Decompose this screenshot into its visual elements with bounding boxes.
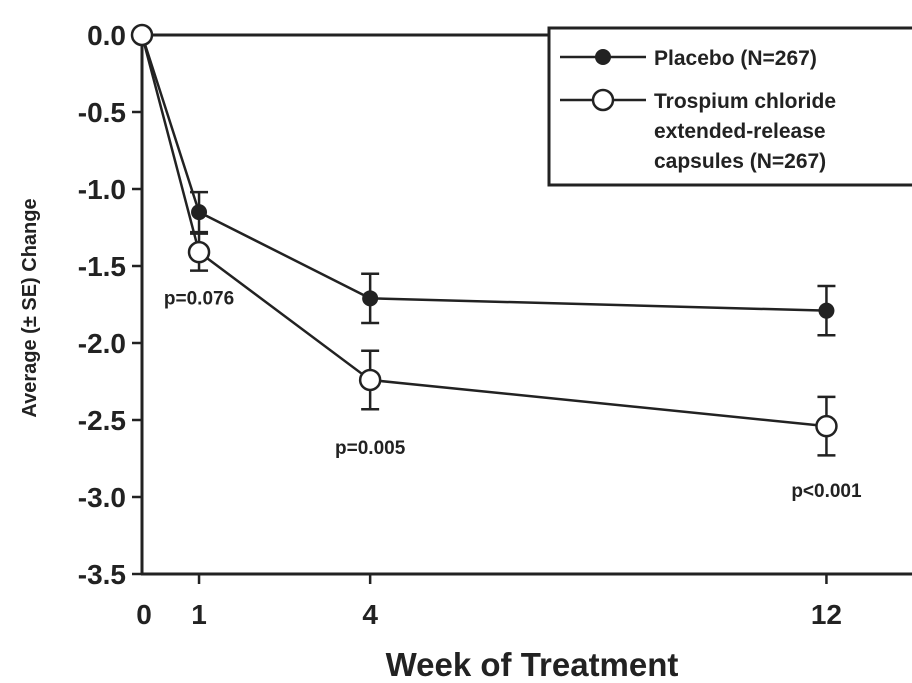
data-point bbox=[818, 302, 835, 319]
y-tick-label: -3.0 bbox=[78, 482, 126, 513]
y-tick-label: -0.5 bbox=[78, 97, 126, 128]
series-trospium bbox=[130, 23, 838, 457]
y-tick-label: -2.0 bbox=[78, 328, 126, 359]
data-point bbox=[187, 240, 211, 264]
x-tick-label: 4 bbox=[362, 599, 378, 630]
data-point bbox=[358, 368, 382, 392]
p-value-label: p=0.005 bbox=[335, 438, 406, 459]
x-tick-label: 12 bbox=[811, 599, 842, 630]
legend: Placebo (N=267) Trospium chloride extend… bbox=[547, 26, 912, 187]
y-tick-label: -3.5 bbox=[78, 559, 126, 590]
series-line bbox=[140, 34, 827, 312]
x-axis-ticks: 0 1 4 12 bbox=[136, 574, 842, 630]
series-layer bbox=[130, 23, 838, 457]
legend-marker-placebo bbox=[595, 49, 611, 65]
data-point bbox=[362, 290, 379, 307]
x-tick-label: 1 bbox=[191, 599, 207, 630]
p-value-label: p=0.076 bbox=[164, 289, 234, 310]
series-line bbox=[140, 34, 827, 428]
legend-label-trospium-line-3: capsules (N=267) bbox=[654, 150, 826, 173]
annotations: p=0.076 p=0.005 p<0.001 bbox=[164, 289, 862, 503]
data-point bbox=[130, 23, 154, 47]
legend-label-trospium-line-2: extended-release bbox=[654, 120, 826, 143]
y-tick-label: -1.5 bbox=[78, 251, 126, 282]
y-axis-label: Average (± SE) Change bbox=[19, 198, 41, 417]
x-axis-label: Week of Treatment bbox=[386, 646, 679, 683]
legend-marker-trospium bbox=[591, 88, 615, 112]
series-placebo bbox=[140, 34, 836, 337]
y-tick-label: -2.5 bbox=[78, 405, 126, 436]
y-tick-label: -1.0 bbox=[78, 174, 126, 205]
x-tick-label: 0 bbox=[136, 599, 152, 630]
y-tick-label: 0.0 bbox=[87, 20, 126, 51]
data-point bbox=[815, 414, 838, 438]
legend-label-placebo: Placebo (N=267) bbox=[654, 47, 817, 70]
data-point bbox=[191, 204, 208, 221]
y-axis-ticks: 0.0 -0.5 -1.0 -1.5 -2.0 -2.5 -3.0 -3.5 bbox=[78, 20, 142, 590]
p-value-label: p<0.001 bbox=[791, 481, 862, 502]
legend-label-trospium-line-1: Trospium chloride bbox=[654, 90, 836, 113]
